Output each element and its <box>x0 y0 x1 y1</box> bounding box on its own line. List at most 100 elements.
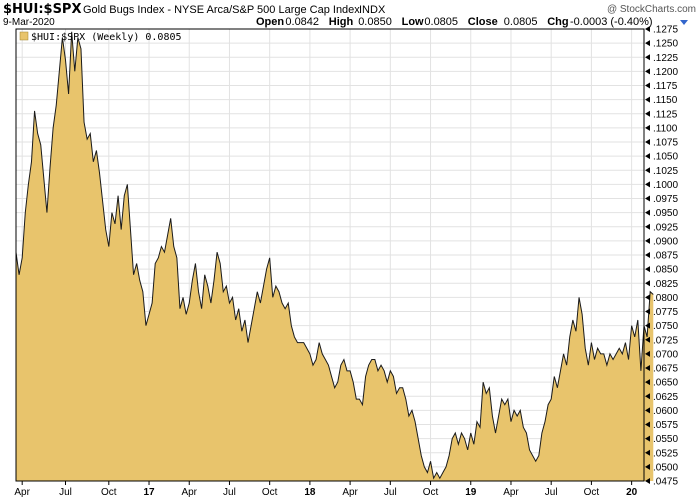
y-tick-marker <box>645 379 650 386</box>
y-tick-label: .1025 <box>653 166 678 177</box>
y-tick-marker <box>645 266 650 273</box>
chart-exchange: INDX <box>359 4 386 16</box>
quote-label: Open <box>256 16 284 28</box>
quote-value: 0.0850 <box>358 16 392 28</box>
y-tick-label: .1000 <box>653 180 678 191</box>
y-tick-marker <box>645 294 650 301</box>
y-tick-marker <box>645 68 650 75</box>
y-tick-marker <box>645 435 650 442</box>
plot-border <box>15 28 645 482</box>
y-tick-marker <box>645 82 650 89</box>
x-tick-label: Oct <box>262 487 278 498</box>
quote-value: -0.0003 (-0.40%) <box>570 16 653 28</box>
x-tick-label: 17 <box>143 487 155 498</box>
y-tick-label: .1100 <box>653 123 678 134</box>
chart-symbol: $HUI:$SPX <box>3 2 81 17</box>
stockcharts-watermark: @ StockCharts.com <box>607 4 696 15</box>
y-tick-marker <box>645 365 650 371</box>
y-tick-marker <box>645 26 650 32</box>
y-tick-marker <box>645 124 650 131</box>
quote-value: 0.0842 <box>285 16 319 28</box>
x-tick-label: 18 <box>304 487 316 498</box>
y-tick-label: .0475 <box>653 477 678 488</box>
y-tick-label: .0950 <box>653 208 678 219</box>
chart-description: Gold Bugs Index - NYSE Arca/S&P 500 Larg… <box>83 4 360 16</box>
y-tick-marker <box>645 223 650 230</box>
y-tick-marker <box>645 110 650 117</box>
legend-label: $HUI:$SPX (Weekly) 0.0805 <box>31 32 182 43</box>
y-tick-marker <box>645 421 650 428</box>
x-tick-label: Jul <box>59 487 72 498</box>
x-tick-label: Apr <box>503 487 519 498</box>
x-axis: Apr Jul Oct 17 Apr Jul Oct 18 Apr Jul Oct 19 Apr Jul O… <box>14 481 638 498</box>
y-tick-label: .0900 <box>653 236 678 247</box>
quote-label: Low <box>402 16 424 28</box>
y-tick-label: .0550 <box>653 434 678 445</box>
quote-bar: Open 0.0842 High 0.0850 Low 0.0805 Close 0.0805… <box>256 16 653 28</box>
legend-swatch <box>19 31 29 41</box>
y-tick-label: .0525 <box>653 448 678 459</box>
y-tick-label: .1050 <box>653 152 678 163</box>
x-tick-label: Jul <box>545 487 558 498</box>
y-tick-label: .0775 <box>653 307 678 318</box>
x-tick-label: Apr <box>181 487 197 498</box>
chevron-down-icon[interactable] <box>680 20 688 25</box>
price-line <box>15 31 654 480</box>
y-tick-marker <box>645 139 650 145</box>
x-tick-label: Oct <box>584 487 600 498</box>
y-tick-marker <box>645 322 650 329</box>
quote-label: High <box>329 16 354 28</box>
quote-label: Chg <box>547 16 568 28</box>
y-tick-marker <box>645 336 650 343</box>
y-tick-marker <box>645 280 650 287</box>
y-tick-label: .0975 <box>653 194 678 205</box>
x-tick-label: Apr <box>342 487 358 498</box>
quote-value: 0.0805 <box>504 16 538 28</box>
y-tick-label: .0925 <box>653 222 678 233</box>
y-tick-marker <box>645 463 650 470</box>
y-tick-label: .0800 <box>653 293 678 304</box>
y-tick-marker <box>645 237 650 244</box>
y-tick-label: .0825 <box>653 279 678 290</box>
quote-label: Close <box>468 16 498 28</box>
y-tick-label: .1075 <box>653 138 678 149</box>
y-tick-label: .0850 <box>653 265 678 276</box>
y-tick-marker <box>645 153 650 160</box>
y-tick-label: .0875 <box>653 251 678 262</box>
x-tick-label: Jul <box>223 487 236 498</box>
y-tick-marker <box>645 54 650 61</box>
y-tick-label: .1200 <box>653 67 678 78</box>
y-tick-marker <box>645 167 650 174</box>
chart-date: 9-Mar-2020 <box>3 17 55 28</box>
y-tick-label: .0600 <box>653 406 678 417</box>
y-tick-label: .0700 <box>653 349 678 360</box>
y-tick-label: .1150 <box>653 95 678 106</box>
y-tick-label: .1275 <box>653 25 678 36</box>
y-tick-marker <box>645 393 650 400</box>
x-tick-label: Oct <box>101 487 117 498</box>
y-tick-marker <box>645 449 650 456</box>
y-tick-label: .1175 <box>653 81 678 92</box>
y-tick-label: .0750 <box>653 321 678 332</box>
quote-value: 0.0805 <box>424 16 458 28</box>
y-tick-label: .0625 <box>653 392 678 403</box>
y-tick-label: .1225 <box>653 53 678 64</box>
x-tick-label: Apr <box>14 487 30 498</box>
x-tick-label: 20 <box>626 487 638 498</box>
y-tick-marker <box>645 478 650 484</box>
x-tick-label: Oct <box>423 487 439 498</box>
y-tick-label: .0725 <box>653 335 678 346</box>
y-tick-marker <box>645 407 650 414</box>
x-tick-label: Jul <box>384 487 397 498</box>
y-tick-label: .0575 <box>653 420 678 431</box>
y-tick-marker <box>645 40 650 47</box>
y-tick-label: .0650 <box>653 378 678 389</box>
y-tick-label: .1125 <box>653 109 678 120</box>
y-tick-label: .0675 <box>653 364 678 375</box>
y-tick-marker <box>645 252 650 258</box>
y-tick-marker <box>645 96 650 103</box>
y-tick-marker <box>645 350 650 357</box>
y-tick-marker <box>645 209 650 216</box>
y-tick-label: .1250 <box>653 39 678 50</box>
